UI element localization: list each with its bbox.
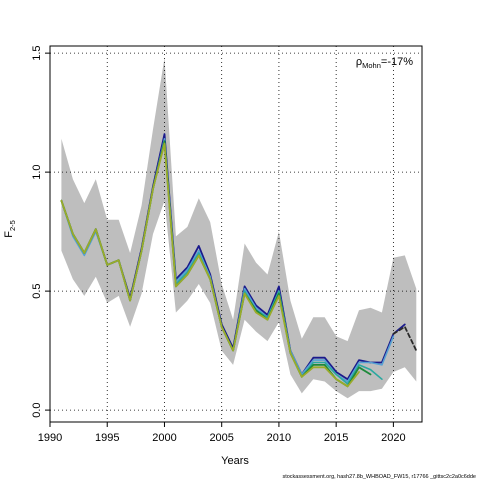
x-tick-label: 1990	[38, 432, 62, 444]
y-tick-label: 1.5	[31, 45, 43, 60]
y-tick-label: 0.0	[31, 402, 43, 417]
rho-value: =-17%	[381, 56, 413, 68]
x-tick-label: 2000	[152, 432, 176, 444]
y-axis-title-sub: 2-5	[8, 220, 17, 231]
y-axis-title-main: F	[3, 231, 15, 238]
x-axis-title: Years	[221, 455, 249, 467]
confidence-band-layer	[61, 57, 417, 399]
x-tick-label: 2015	[324, 432, 348, 444]
x-tick-label: 2010	[267, 432, 291, 444]
rho-subscript: Mohn	[362, 61, 381, 70]
mohn-rho-annotation: ρMohn=-17%	[356, 56, 413, 70]
x-tick-label: 2005	[209, 432, 233, 444]
x-axis: 1990 1995 2000 2005 2010 2015 2020	[38, 422, 406, 444]
rho-symbol: ρ	[356, 56, 362, 68]
x-tick-label: 1995	[95, 432, 119, 444]
series-line-2	[392, 325, 418, 352]
y-tick-label: 1.0	[31, 164, 43, 179]
plot-frame	[49, 45, 423, 423]
confidence-band	[61, 57, 417, 399]
y-axis: 0.0 0.5 1.0 1.5	[31, 45, 50, 418]
y-tick-label: 0.5	[31, 283, 43, 298]
y-axis-title: F2-5	[3, 220, 17, 238]
series-layer	[60, 133, 418, 388]
footer-source: stockassessment.org, hash27.8b_WHBOAD_FW…	[282, 474, 476, 480]
series-line-6	[60, 142, 360, 388]
x-tick-label: 2020	[381, 432, 405, 444]
